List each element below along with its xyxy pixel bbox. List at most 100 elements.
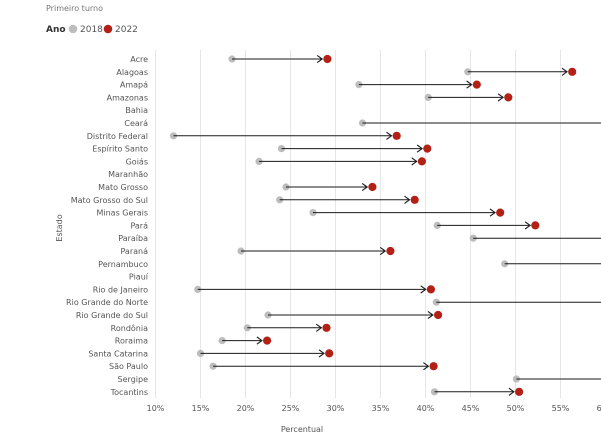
point-2022	[417, 157, 426, 166]
point-2018	[194, 285, 202, 293]
y-axis-title: Estado	[55, 214, 64, 241]
dumbbell-rio-de-janeiro	[194, 285, 435, 294]
dumbbell-mato-grosso	[282, 182, 377, 192]
x-tick-label: 25%	[282, 404, 300, 413]
point-2022	[322, 323, 331, 332]
x-tick-label: 55%	[552, 404, 570, 413]
arrowhead	[423, 362, 430, 371]
category-label: Ceará	[124, 119, 148, 128]
category-label: Acre	[130, 55, 148, 64]
arrowhead	[315, 323, 323, 332]
category-label: Santa Catarina	[88, 349, 148, 358]
dumbbell-parana	[237, 246, 395, 256]
x-tick-label: 10%	[147, 404, 165, 413]
category-label: Rio Grande do Norte	[66, 298, 148, 307]
arrowhead	[379, 246, 387, 256]
point-2022	[325, 349, 334, 358]
dumbbell-sao-paulo	[209, 362, 438, 371]
category-label: Amazonas	[107, 93, 148, 102]
arrowhead	[318, 349, 325, 358]
dumbbell-paraiba	[469, 234, 601, 242]
x-tick-labels: 10%15%20%25%30%35%40%45%50%55%60%65%70%7…	[147, 404, 601, 413]
point-2022	[426, 285, 435, 294]
point-2022	[504, 93, 513, 102]
legend-marker-2018	[68, 24, 78, 34]
arrowhead	[316, 54, 324, 64]
point-2022	[263, 336, 272, 345]
dumbbell-mato-grosso-do-sul	[276, 195, 419, 204]
x-tick-label: 30%	[327, 404, 345, 413]
legend-marker-2022	[103, 24, 113, 34]
point-2022	[392, 131, 401, 140]
point-2022	[472, 80, 481, 89]
dumbbell-ceara	[358, 119, 601, 127]
category-labels: Acre Alagoas Amapá Amazonas Bahia Ceará Distri…	[66, 55, 149, 397]
point-2022	[410, 195, 419, 204]
x-axis-title: Percentual	[281, 425, 323, 434]
category-label: Rio Grande do Sul	[76, 311, 148, 320]
dumbbell-roraima	[218, 336, 272, 345]
arrowhead	[427, 310, 434, 320]
dumbbell-tocantins	[430, 387, 524, 396]
dumbbell-amapa	[355, 80, 481, 89]
category-label: Mato Grosso do Sul	[71, 196, 148, 205]
point-2022	[568, 67, 577, 76]
legend-title: Ano	[46, 25, 66, 35]
point-2022	[496, 208, 505, 217]
category-label: Roraima	[115, 337, 148, 346]
arrowhead	[411, 157, 418, 166]
legend: Ano 2018 2022	[46, 24, 138, 35]
category-label: Tocantins	[110, 388, 148, 397]
x-tick-label: 45%	[462, 404, 480, 413]
point-2022	[531, 221, 540, 230]
dumbbell-rio-grande-do-sul	[264, 310, 443, 320]
dumbbell-minas-gerais	[309, 208, 505, 217]
category-label: Rio de Janeiro	[93, 285, 148, 294]
x-tick-label: 60%	[597, 404, 601, 413]
arrowhead	[524, 221, 532, 230]
category-label: Goiás	[126, 157, 148, 166]
category-label: Paraná	[120, 247, 148, 256]
x-tick-label: 50%	[507, 404, 525, 413]
arrowhead	[489, 208, 496, 217]
category-label: São Paulo	[109, 362, 148, 371]
point-2022	[429, 362, 438, 371]
point-2022	[434, 310, 443, 320]
arrowhead	[256, 336, 263, 345]
dumbbell-espirito-santo	[277, 144, 432, 153]
category-label: Alagoas	[116, 68, 148, 77]
dumbbell-sergipe	[512, 375, 601, 383]
x-tick-label: 20%	[237, 404, 255, 413]
point-2022	[323, 54, 332, 64]
dumbbell-santa-catarina	[196, 349, 334, 358]
category-label: Piauí	[129, 273, 149, 282]
x-tick-label: 40%	[417, 404, 435, 413]
dumbbell-alagoas	[464, 67, 577, 76]
chart-subtitle: Primeiro turno	[46, 4, 103, 13]
arrowhead	[416, 144, 424, 153]
arrowhead	[508, 387, 515, 396]
arrowhead	[561, 67, 568, 76]
arrowhead	[420, 285, 427, 294]
legend-label-2022: 2022	[115, 25, 138, 35]
arrowhead	[497, 93, 505, 102]
dumbbell-rio-grande-do-norte	[432, 298, 601, 306]
legend-label-2018: 2018	[80, 25, 103, 35]
category-label: Amapá	[120, 81, 148, 90]
dumbbell-pernambuco	[501, 260, 601, 268]
category-label: Pará	[130, 221, 148, 230]
dumbbell-rondonia	[243, 323, 331, 332]
point-2022	[423, 144, 432, 153]
category-label: Sergipe	[118, 375, 149, 384]
dumbbell-para	[433, 221, 540, 230]
dumbbell-acre	[228, 54, 332, 64]
category-label: Pernambuco	[98, 260, 148, 269]
arrowhead	[361, 182, 369, 192]
category-label: Espírito Santo	[92, 145, 148, 154]
point-2022	[368, 182, 377, 192]
point-2018	[243, 324, 251, 332]
x-tick-label: 15%	[192, 404, 210, 413]
dumbbell-distrito-federal	[169, 131, 401, 140]
arrowhead	[404, 195, 411, 204]
